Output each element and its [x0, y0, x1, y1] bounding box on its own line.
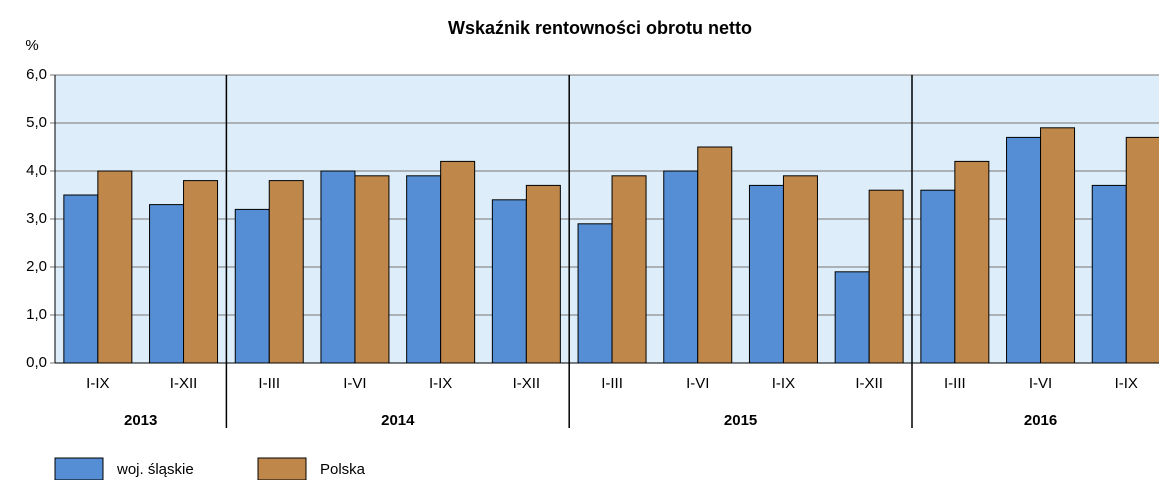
bar	[920, 189, 956, 364]
legend-label: woj. śląskie	[116, 461, 194, 478]
x-tick-label: I-XII	[513, 375, 541, 392]
x-tick-label: I-VI	[686, 375, 709, 392]
bar	[577, 223, 613, 364]
bar	[1040, 127, 1076, 364]
bar	[354, 175, 390, 364]
x-tick-label: I-VI	[1029, 375, 1052, 392]
x-tick-label: I-VI	[343, 375, 366, 392]
bar	[268, 180, 304, 364]
x-tick-label: I-IX	[429, 375, 452, 392]
y-tick-label: 6,0	[26, 66, 47, 83]
x-tick-label: I-III	[601, 375, 623, 392]
group-label: 2014	[381, 412, 415, 429]
legend-swatch	[54, 457, 104, 480]
bar	[1006, 136, 1042, 364]
bar	[782, 175, 818, 364]
legend-label: Polska	[320, 461, 366, 478]
y-tick-label: 2,0	[26, 258, 47, 275]
bar	[748, 184, 784, 364]
y-tick-label: 5,0	[26, 114, 47, 131]
bar	[63, 194, 99, 364]
x-tick-label: I-IX	[772, 375, 795, 392]
bar	[491, 199, 527, 364]
bar	[697, 146, 733, 364]
group-label: 2013	[124, 412, 157, 429]
x-tick-label: I-IX	[86, 375, 109, 392]
x-tick-label: I-XII	[855, 375, 883, 392]
bar	[834, 271, 870, 364]
bar	[149, 204, 185, 364]
bar	[663, 170, 699, 364]
y-axis-label: %	[25, 37, 38, 54]
y-tick-label: 0,0	[26, 354, 47, 371]
y-tick-label: 4,0	[26, 162, 47, 179]
bar	[440, 160, 476, 364]
x-tick-label: I-XII	[170, 375, 198, 392]
bar	[97, 170, 133, 364]
bar	[1091, 184, 1127, 364]
bar	[1125, 136, 1159, 364]
bar	[320, 170, 356, 364]
bar	[611, 175, 647, 364]
chart-title: Wskaźnik rentowności obrotu netto	[448, 18, 752, 38]
bar	[234, 208, 270, 364]
x-tick-label: I-III	[258, 375, 280, 392]
group-label: 2016	[1024, 412, 1057, 429]
group-label: 2015	[724, 412, 757, 429]
x-tick-label: I-III	[944, 375, 966, 392]
y-tick-label: 3,0	[26, 210, 47, 227]
bar	[954, 160, 990, 364]
y-tick-label: 1,0	[26, 306, 47, 323]
bar	[525, 184, 561, 364]
legend-swatch	[257, 457, 307, 480]
x-tick-label: I-IX	[1115, 375, 1138, 392]
bar	[406, 175, 442, 364]
bar	[183, 180, 219, 364]
bar	[868, 189, 904, 364]
